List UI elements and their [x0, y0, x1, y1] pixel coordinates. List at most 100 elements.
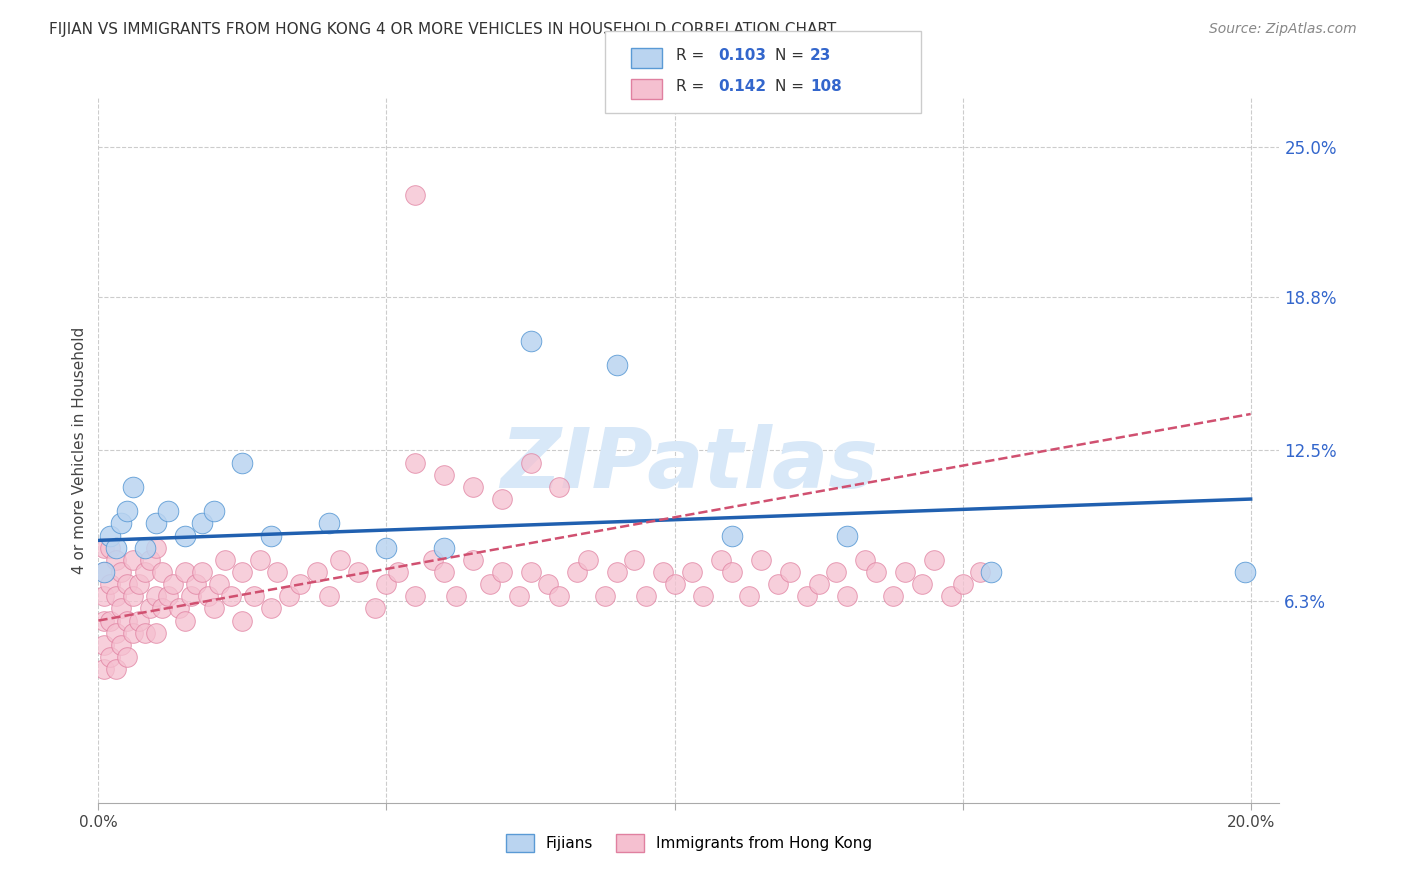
Point — [98, 650, 121, 665]
Point — [110, 601, 132, 615]
Point — [202, 504, 225, 518]
Point — [422, 553, 444, 567]
Text: N =: N = — [775, 79, 808, 94]
Point — [939, 589, 962, 603]
Point — [749, 553, 772, 567]
Point — [243, 589, 266, 603]
Point — [145, 625, 167, 640]
Text: R =: R = — [676, 48, 710, 62]
Point — [173, 565, 195, 579]
Point — [162, 577, 184, 591]
Point — [837, 589, 859, 603]
Point — [710, 553, 733, 567]
Point — [519, 334, 541, 348]
Text: Source: ZipAtlas.com: Source: ZipAtlas.com — [1209, 22, 1357, 37]
Point — [548, 480, 571, 494]
Point — [134, 625, 156, 640]
Point — [191, 516, 214, 531]
Point — [93, 565, 115, 579]
Point — [807, 577, 830, 591]
Text: FIJIAN VS IMMIGRANTS FROM HONG KONG 4 OR MORE VEHICLES IN HOUSEHOLD CORRELATION : FIJIAN VS IMMIGRANTS FROM HONG KONG 4 OR… — [49, 22, 837, 37]
Point — [110, 516, 132, 531]
Text: 108: 108 — [810, 79, 842, 94]
Point — [260, 601, 283, 615]
Point — [491, 565, 513, 579]
Point — [375, 541, 398, 555]
Point — [214, 553, 236, 567]
Point — [128, 577, 150, 591]
Point — [197, 589, 219, 603]
Point — [139, 601, 162, 615]
Point — [894, 565, 917, 579]
Point — [519, 456, 541, 470]
Point — [134, 541, 156, 555]
Point — [231, 565, 253, 579]
Point — [681, 565, 703, 579]
Point — [134, 565, 156, 579]
Y-axis label: 4 or more Vehicles in Household: 4 or more Vehicles in Household — [72, 326, 87, 574]
Point — [664, 577, 686, 591]
Point — [231, 456, 253, 470]
Point — [375, 577, 398, 591]
Point — [519, 565, 541, 579]
Point — [93, 614, 115, 628]
Legend: Fijians, Immigrants from Hong Kong: Fijians, Immigrants from Hong Kong — [501, 828, 877, 859]
Point — [104, 589, 127, 603]
Point — [93, 565, 115, 579]
Point — [721, 528, 744, 542]
Point — [93, 662, 115, 676]
Point — [634, 589, 657, 603]
Point — [231, 614, 253, 628]
Point — [93, 541, 115, 555]
Point — [208, 577, 231, 591]
Point — [479, 577, 502, 591]
Point — [329, 553, 352, 567]
Point — [721, 565, 744, 579]
Point — [139, 553, 162, 567]
Point — [186, 577, 208, 591]
Point — [180, 589, 202, 603]
Point — [191, 565, 214, 579]
Point — [692, 589, 714, 603]
Point — [156, 504, 179, 518]
Point — [173, 614, 195, 628]
Text: ZIPatlas: ZIPatlas — [501, 424, 877, 505]
Point — [122, 589, 145, 603]
Point — [796, 589, 818, 603]
Point — [249, 553, 271, 567]
Point — [1233, 565, 1256, 579]
Point — [98, 528, 121, 542]
Point — [122, 480, 145, 494]
Point — [219, 589, 242, 603]
Point — [595, 589, 617, 603]
Point — [150, 601, 173, 615]
Point — [346, 565, 368, 579]
Point — [444, 589, 467, 603]
Point — [779, 565, 801, 579]
Point — [115, 577, 138, 591]
Point — [576, 553, 599, 567]
Point — [952, 577, 974, 591]
Point — [606, 359, 628, 373]
Point — [122, 553, 145, 567]
Text: 0.142: 0.142 — [718, 79, 766, 94]
Point — [288, 577, 311, 591]
Point — [652, 565, 675, 579]
Point — [461, 480, 484, 494]
Point — [404, 456, 426, 470]
Point — [461, 553, 484, 567]
Point — [853, 553, 876, 567]
Point — [93, 638, 115, 652]
Point — [104, 553, 127, 567]
Point — [260, 528, 283, 542]
Point — [145, 589, 167, 603]
Point — [93, 589, 115, 603]
Point — [145, 541, 167, 555]
Point — [150, 565, 173, 579]
Point — [98, 541, 121, 555]
Point — [307, 565, 329, 579]
Point — [104, 662, 127, 676]
Point — [508, 589, 530, 603]
Point — [98, 577, 121, 591]
Point — [110, 638, 132, 652]
